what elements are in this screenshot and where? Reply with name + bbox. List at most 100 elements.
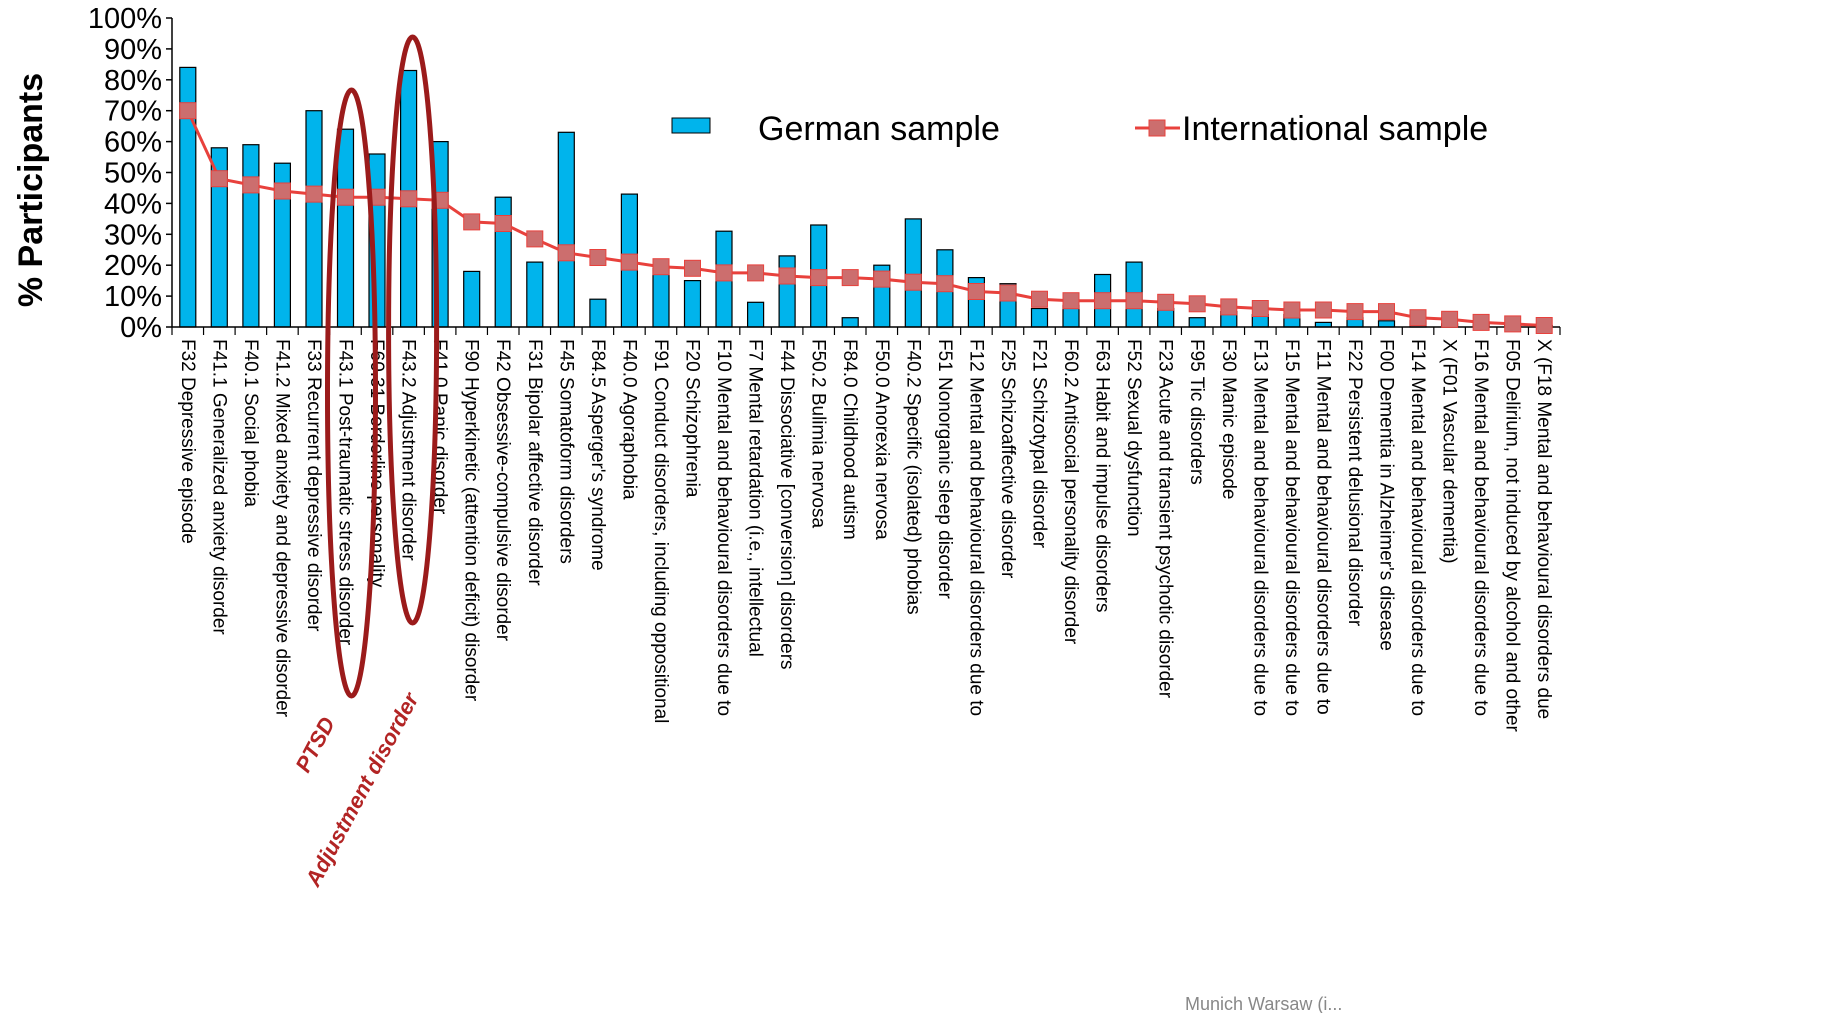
highlight-ptsd — [325, 87, 378, 699]
category-label-0: F32 Depressive episode — [177, 339, 198, 544]
bar-german-9 — [463, 270, 481, 328]
marker-international-2 — [242, 176, 260, 194]
marker-international-9 — [463, 213, 481, 231]
bar-german-18 — [746, 301, 765, 328]
y-tick-label: 90% — [104, 34, 162, 66]
marker-international-17 — [715, 264, 733, 282]
bar-german-16 — [683, 280, 702, 328]
category-label-15: F91 Conduct disorders, including opposit… — [650, 339, 671, 723]
marker-international-39 — [1409, 309, 1427, 327]
category-label-32: F95 Tic disorders — [1186, 339, 1207, 485]
bar-german-11 — [526, 261, 544, 328]
category-label-11: F31 Bipolar affective disorder — [524, 339, 545, 586]
y-tick-labels: 0%10%20%30%40%50%60%70%80%90%100% — [88, 3, 162, 344]
marker-international-0 — [179, 102, 197, 120]
y-tick-label: 0% — [120, 312, 162, 344]
category-label-42: F05 Delirium, not induced by alcohol and… — [1502, 339, 1523, 733]
bar-german-31 — [1157, 307, 1175, 328]
marker-international-40 — [1441, 310, 1459, 328]
marker-international-23 — [904, 273, 922, 291]
category-label-13: F84.5 Asperger's syndrome — [587, 339, 608, 571]
category-label-40: X (F01 Vascular dementia) — [1439, 339, 1460, 564]
category-label-9: F90 Hyperkinetic (attention deficit) dis… — [461, 339, 482, 702]
marker-international-21 — [841, 269, 859, 287]
bar-german-23 — [904, 218, 922, 328]
marker-international-28 — [1062, 292, 1080, 310]
category-label-39: F14 Mental and behavioural disorders due… — [1407, 339, 1428, 716]
category-label-2: F40.1 Social phobia — [240, 339, 261, 507]
y-tick-label: 100% — [88, 3, 162, 35]
category-label-18: F7 Mental retardation (i.e., intellectua… — [745, 339, 766, 657]
marker-international-22 — [873, 270, 891, 288]
bar-german-12 — [557, 131, 575, 328]
bar-german-4 — [305, 110, 323, 328]
category-label-27: F21 Schizotypal disorder — [1029, 339, 1050, 549]
marker-international-24 — [936, 275, 954, 293]
marker-international-26 — [999, 284, 1017, 302]
line-layer — [179, 102, 1553, 334]
y-tick-label: 70% — [104, 96, 162, 128]
marker-international-41 — [1472, 313, 1490, 331]
category-label-28: F60.2 Antisocial personality disorder — [1060, 339, 1081, 645]
y-axis-label: % Participants — [12, 73, 50, 307]
category-label-41: F16 Mental and behavioural disorders due… — [1470, 339, 1491, 716]
bar-german-19 — [778, 255, 796, 328]
category-labels: F32 Depressive episode F41.1 Generalized … — [177, 339, 1554, 733]
category-label-1: F41.1 Generalized anxiety disorder — [208, 339, 229, 635]
category-label-29: F63 Habit and impulse disorders — [1092, 339, 1113, 613]
category-label-5: F43.1 Post-traumatic stress disorder — [335, 339, 356, 646]
marker-international-37 — [1346, 303, 1364, 321]
category-label-22: F50.0 Anorexia nervosa — [871, 339, 892, 540]
annotation-ptsd: PTSD — [290, 713, 340, 777]
marker-international-7 — [400, 190, 418, 208]
marker-international-43 — [1535, 317, 1553, 334]
category-label-25: F12 Mental and behavioural disorders due… — [965, 339, 986, 716]
category-label-26: F25 Schizoaffective disorder — [997, 339, 1018, 579]
marker-international-25 — [967, 283, 985, 300]
marker-international-42 — [1504, 315, 1522, 333]
marker-international-1 — [210, 170, 228, 188]
legend: German sample International sample — [671, 110, 1488, 148]
category-label-14: F40.0 Agoraphobia — [618, 339, 639, 500]
marker-international-13 — [589, 249, 607, 266]
marker-international-10 — [494, 215, 512, 232]
marker-international-38 — [1378, 303, 1395, 321]
legend-marker-international — [1148, 119, 1166, 137]
marker-international-36 — [1314, 301, 1332, 319]
bar-german-38 — [1377, 320, 1396, 328]
category-label-4: F33 Recurrent depressive disorder — [303, 339, 324, 632]
marker-international-30 — [1125, 292, 1143, 310]
category-label-30: F52 Sexual dysfunction — [1123, 339, 1144, 537]
legend-swatch-german — [671, 117, 711, 134]
bar-german-5 — [336, 128, 355, 328]
category-label-24: F51 Nonorganic sleep disorder — [934, 339, 955, 599]
marker-international-18 — [747, 264, 765, 282]
category-label-35: F15 Mental and behavioural disorders due… — [1281, 339, 1302, 716]
marker-international-3 — [273, 182, 291, 200]
marker-international-19 — [778, 267, 796, 285]
y-tick-label: 40% — [104, 188, 162, 220]
legend-label-german: German sample — [758, 110, 1000, 148]
category-label-34: F13 Mental and behavioural disorders due… — [1249, 339, 1270, 716]
category-label-33: F30 Manic episode — [1218, 339, 1239, 500]
marker-international-32 — [1188, 295, 1206, 313]
highlight-ellipses — [325, 34, 440, 699]
marker-international-35 — [1283, 301, 1301, 319]
y-tick-label: 30% — [104, 219, 162, 251]
bar-german-15 — [652, 267, 670, 328]
bar-german-2 — [242, 144, 260, 328]
category-label-17: F10 Mental and behavioural disorders due… — [713, 339, 734, 716]
marker-international-31 — [1157, 293, 1175, 311]
marker-international-16 — [684, 259, 701, 277]
category-label-37: F22 Persistent delusional disorder — [1344, 339, 1365, 627]
legend-label-international: International sample — [1182, 110, 1488, 148]
marker-international-20 — [810, 269, 828, 287]
marker-international-4 — [305, 185, 323, 203]
marker-international-33 — [1220, 298, 1238, 316]
marker-international-27 — [1031, 290, 1048, 308]
y-tick-label: 10% — [104, 281, 162, 313]
marker-international-5 — [337, 188, 354, 206]
category-label-38: F00 Dementia in Alzheimer's disease — [1376, 339, 1397, 651]
